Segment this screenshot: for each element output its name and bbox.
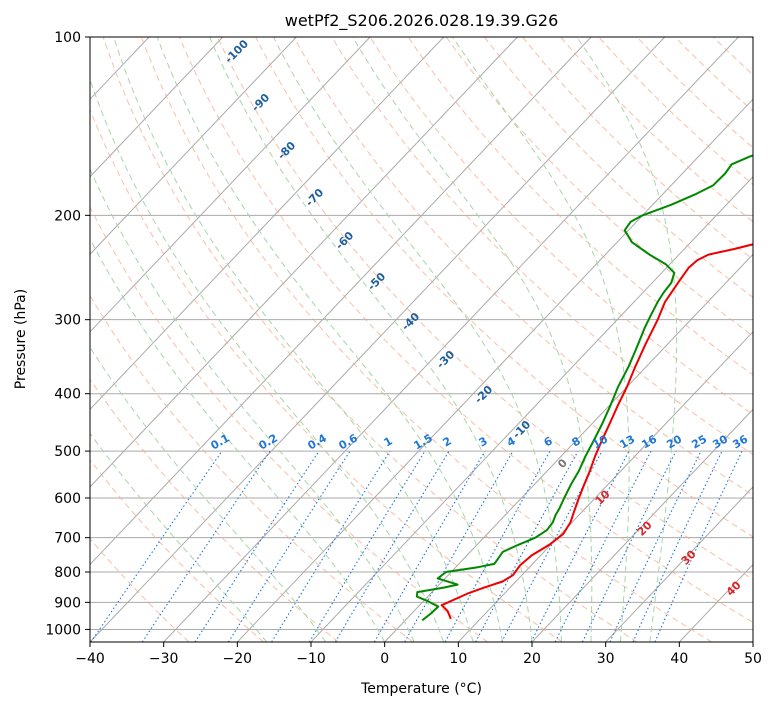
dry-adiabat — [90, 378, 339, 642]
x-axis-title: Temperature (°C) — [360, 681, 482, 697]
y-tick-label: 700 — [54, 531, 81, 547]
isotherm--70 — [90, 37, 445, 411]
moist-adiabat — [209, 37, 533, 642]
isotherm-0 — [384, 253, 753, 642]
moist-adiabat — [352, 37, 593, 642]
y-tick-label: 900 — [54, 595, 81, 611]
dry-adiabat — [90, 205, 488, 642]
mixing-ratio-line — [227, 450, 351, 642]
isotherm--80 — [90, 37, 371, 333]
mixing-ratio-line — [475, 450, 579, 642]
y-tick-label: 100 — [54, 30, 81, 46]
mixing-ratio-line — [582, 450, 677, 642]
chart-title: wetPf2_S206.2026.028.19.39.G26 — [285, 11, 559, 31]
mixing-ratio-line — [404, 450, 514, 642]
x-tick-label: 30 — [597, 651, 615, 667]
x-tick-label: 10 — [449, 651, 467, 667]
isotherm-30 — [605, 486, 753, 642]
dry-adiabat — [331, 37, 753, 456]
x-tick-label: −30 — [149, 651, 179, 667]
mixing-ratio-line — [444, 450, 551, 642]
x-tick-label: −40 — [75, 651, 105, 667]
dry-adiabat — [369, 37, 753, 415]
dry-adiabat — [90, 294, 414, 642]
moist-adiabat — [90, 346, 327, 642]
dry-adiabat — [217, 37, 753, 580]
dry-adiabat — [140, 37, 712, 642]
moist-adiabat — [113, 37, 474, 642]
x-tick-label: 20 — [523, 651, 541, 667]
dry-adiabat — [407, 37, 753, 376]
y-tick-label: 800 — [54, 565, 81, 581]
temperature-profile — [440, 243, 753, 620]
y-tick-label: 300 — [54, 313, 81, 329]
x-tick-label: 50 — [744, 651, 762, 667]
mixing-ratio-line — [194, 450, 320, 642]
mixing-ratio-line — [654, 450, 743, 642]
mixing-ratio-line — [308, 450, 426, 642]
dry-adiabat — [255, 37, 753, 538]
isotherm--90 — [90, 37, 297, 256]
dry-adiabat — [102, 37, 638, 642]
y-tick-label: 600 — [54, 491, 81, 507]
plot-frame — [89, 36, 754, 643]
isotherm--40 — [90, 37, 666, 642]
mixing-ratio-line — [271, 450, 391, 642]
y-tick-label: 400 — [54, 387, 81, 403]
moist-adiabat — [90, 237, 386, 642]
dry-adiabat — [90, 537, 190, 642]
y-tick-label: 1000 — [45, 622, 81, 638]
isotherm-20 — [531, 408, 753, 642]
moist-adiabat — [273, 37, 562, 642]
moist-adiabat — [156, 37, 503, 642]
mixing-ratio-line — [554, 450, 652, 642]
moist-adiabat — [576, 37, 678, 642]
moist-adiabat — [452, 37, 630, 642]
isotherm--30 — [163, 37, 739, 642]
x-tick-label: −20 — [223, 651, 253, 667]
mixing-ratio-line — [141, 450, 271, 642]
x-tick-label: 0 — [380, 651, 389, 667]
moist-adiabat — [90, 432, 268, 642]
isotherm--50 — [90, 37, 592, 566]
isotherm--100 — [90, 37, 224, 178]
y-tick-label: 500 — [54, 444, 81, 460]
x-tick-label: 40 — [670, 651, 688, 667]
x-tick-label: −10 — [296, 651, 326, 667]
dry-adiabat — [90, 459, 264, 642]
isotherm--60 — [90, 37, 518, 488]
dry-adiabat — [90, 108, 563, 642]
mixing-ratio-line — [90, 450, 223, 642]
dry-adiabat — [178, 37, 753, 623]
dry-adiabat — [293, 37, 753, 496]
y-axis-title: Pressure (hPa) — [13, 289, 29, 389]
y-tick-label: 200 — [54, 208, 81, 224]
dewpoint-profile — [415, 154, 753, 622]
isotherm--20 — [236, 98, 753, 642]
